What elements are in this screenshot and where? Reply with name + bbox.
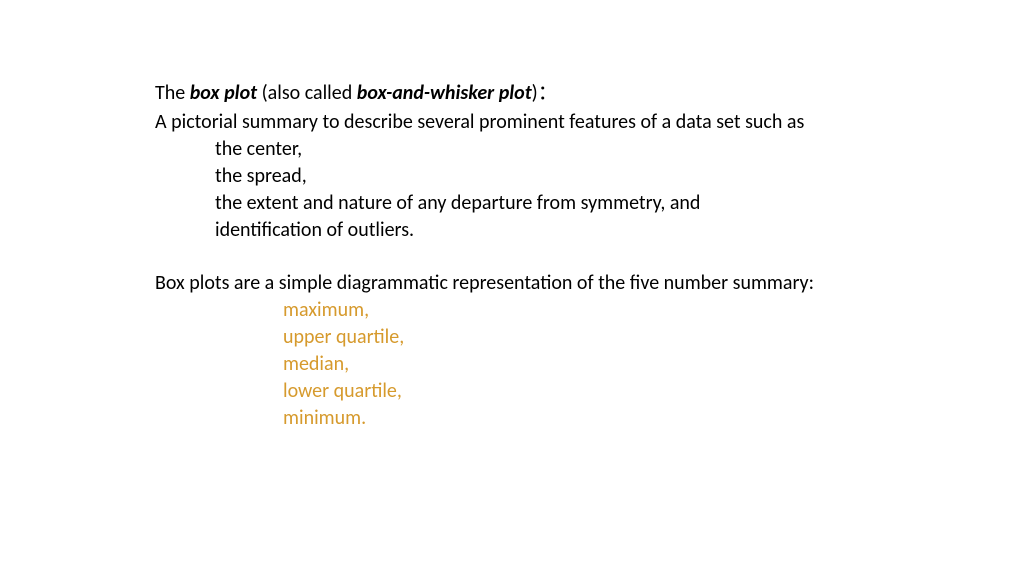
term-box-whisker: box-and-whisker plot (357, 81, 532, 105)
summary-lead: Box plots are a simple diagrammatic repr… (155, 270, 915, 297)
summary-item: maximum, (155, 297, 915, 324)
feature-item: the extent and nature of any departure f… (155, 190, 915, 217)
intro-line-1: The box plot (also called box-and-whiske… (155, 80, 915, 107)
feature-item: the center, (155, 136, 915, 163)
summary-item: lower quartile, (155, 378, 915, 405)
text-post1: )： (532, 81, 558, 105)
slide-content: The box plot (also called box-and-whiske… (155, 80, 915, 432)
summary-item: minimum. (155, 405, 915, 432)
intro-description: A pictorial summary to describe several … (155, 109, 915, 136)
feature-item: the spread, (155, 163, 915, 190)
summary-item: upper quartile, (155, 324, 915, 351)
term-box-plot: box plot (190, 81, 257, 105)
text-mid1: (also called (257, 81, 357, 105)
paragraph-gap (155, 244, 915, 270)
text-pre1: The (155, 81, 190, 105)
summary-item: median, (155, 351, 915, 378)
feature-item: identification of outliers. (155, 217, 915, 244)
